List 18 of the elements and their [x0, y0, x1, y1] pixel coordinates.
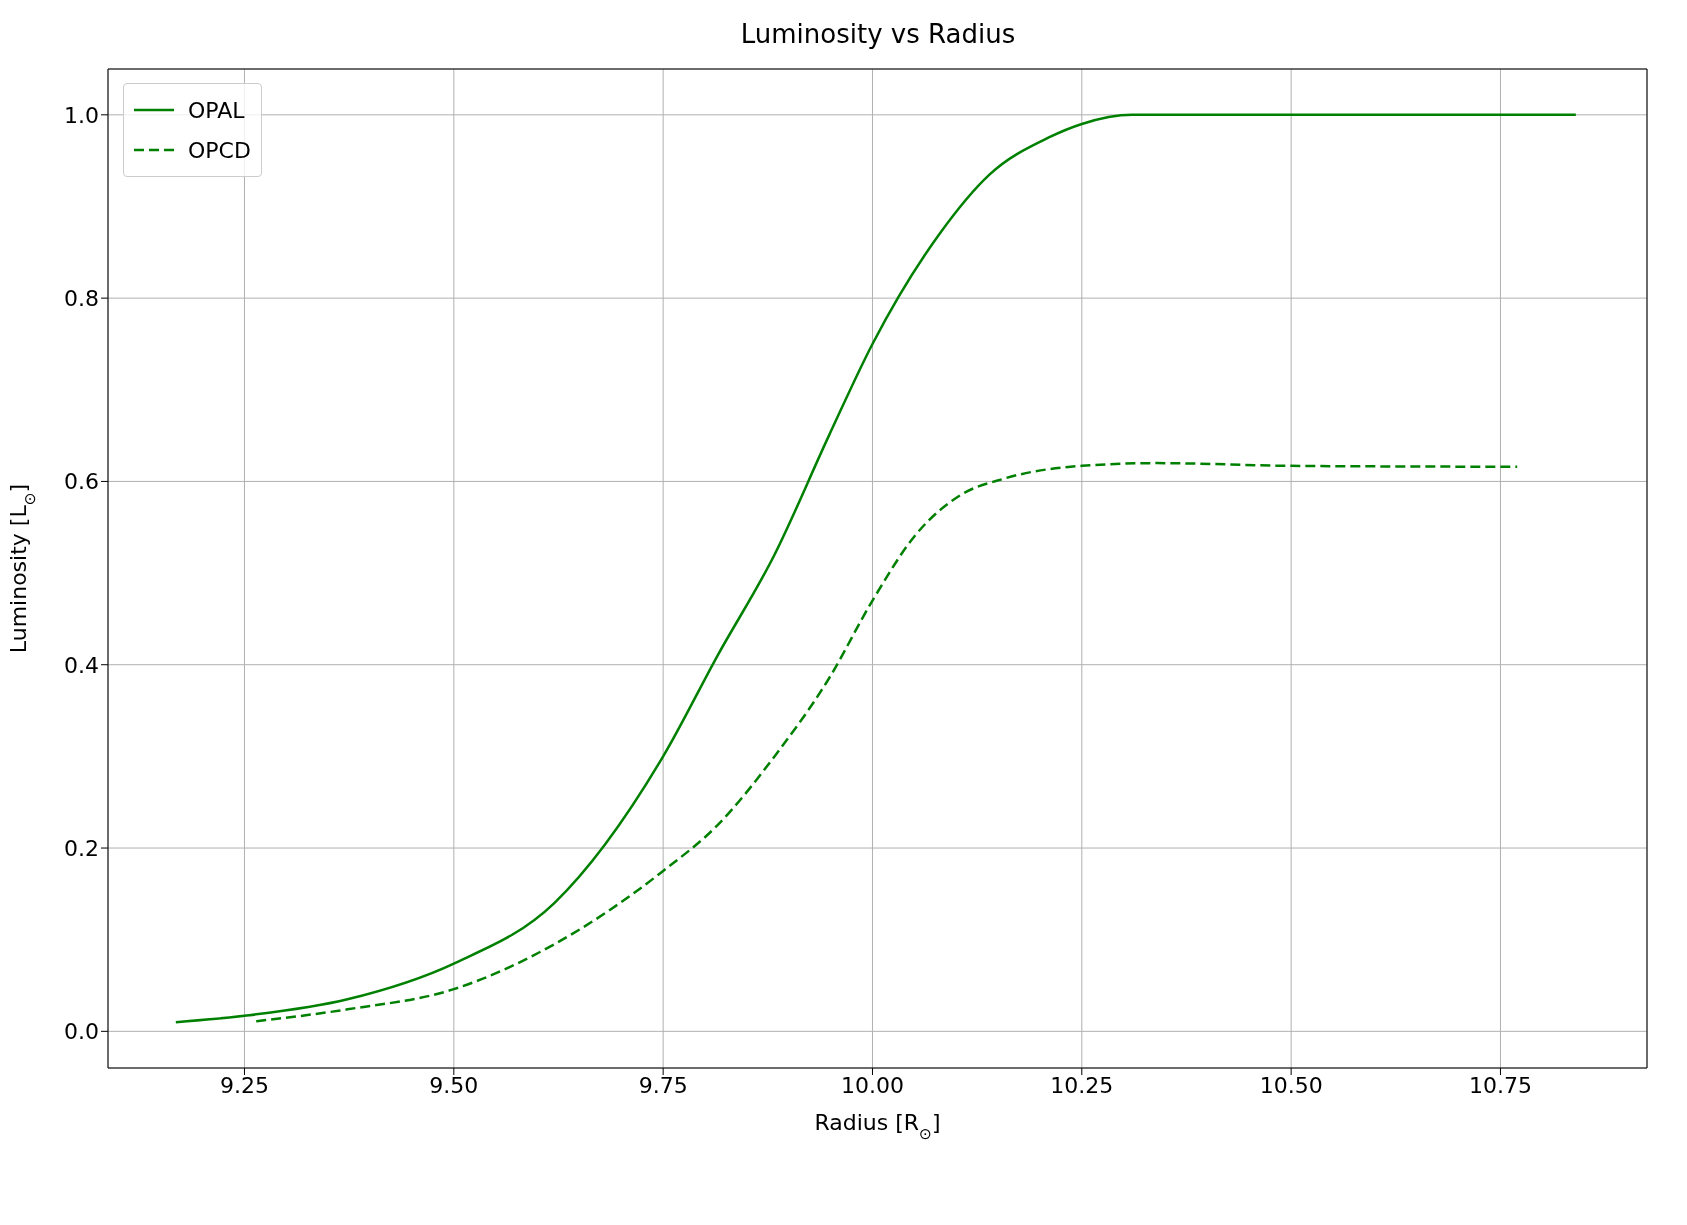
y-tick-label: 0.6	[64, 469, 99, 495]
y-tick-label: 0.8	[64, 285, 99, 311]
x-tick-label: 9.50	[429, 1072, 479, 1098]
y-tick-label: 0.0	[64, 1019, 99, 1045]
legend-label: OPAL	[188, 97, 245, 123]
x-tick-label: 9.75	[638, 1072, 688, 1098]
x-tick-label: 10.75	[1468, 1072, 1532, 1098]
y-tick-label: 1.0	[64, 102, 99, 128]
x-tick-label: 10.00	[840, 1072, 904, 1098]
y-tick-label: 0.2	[64, 835, 99, 861]
x-tick-label: 10.50	[1259, 1072, 1323, 1098]
x-tick-label: 10.25	[1050, 1072, 1114, 1098]
x-axis-title: Radius [R$_{⊙}$]	[814, 1110, 941, 1143]
x-tick-label: 9.25	[219, 1072, 269, 1098]
line-series	[254, 461, 1519, 1023]
y-tick-label: 0.4	[64, 652, 99, 678]
chart-title: Luminosity vs Radius	[740, 19, 1016, 49]
legend-label: OPCD	[188, 137, 251, 163]
